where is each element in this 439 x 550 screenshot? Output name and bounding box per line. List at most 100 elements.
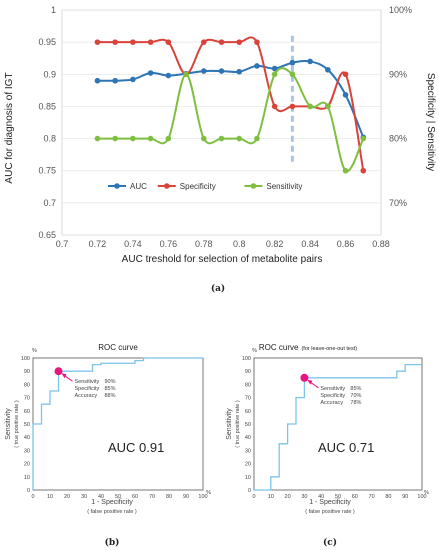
plot-a-x-tick-label: 0.8 — [233, 239, 246, 249]
plot-a-x-ticks: 0.7 0.72 0.74 0.76 0.78 0.8 0.82 0.84 0.86 0.88 — [56, 239, 390, 249]
plot-a-x-tick-label: 0.88 — [372, 239, 390, 249]
data-point-sensitivity — [342, 167, 349, 174]
operating-point-marker — [300, 373, 309, 382]
data-point-specificity — [218, 39, 225, 45]
roc-x-tick-label: 0 — [252, 494, 255, 500]
roc-x-tick-label: 60 — [132, 494, 138, 500]
plot-a-x-tick-label: 0.78 — [195, 239, 213, 249]
roc-x-tick-label: 20 — [285, 494, 291, 500]
data-point-auc — [271, 65, 278, 72]
data-point-auc — [112, 77, 118, 84]
roc-y-tick-label: 90 — [245, 369, 251, 375]
roc-x-tick-label: 100 — [417, 494, 426, 500]
roc-y-tick-label: 100 — [242, 356, 251, 362]
roc-y-tick-label: 100 — [21, 356, 30, 362]
roc-y-tick-label: 0 — [248, 488, 251, 494]
plot-a-y2-tick-label: 100% — [389, 5, 412, 15]
data-point-auc — [325, 66, 331, 73]
plot-b-xlabel-sub: ( false positive rate ) — [87, 509, 137, 515]
plot-b-y-unit: % — [32, 348, 37, 354]
plot-c-xlabel: 1 - Specificity — [309, 499, 351, 506]
plot-a-y2-tick-label: 90% — [389, 69, 407, 79]
annotation-name: Specificity — [75, 386, 100, 392]
plot-c-auc-label: AUC 0.71 — [318, 440, 374, 455]
roc-y-tick-label: 40 — [245, 435, 251, 441]
plot-a-y-tick-label: 1 — [51, 5, 56, 15]
plot-c-xlabel-sub: ( false positive rate ) — [305, 509, 355, 515]
plot-a-x-tick-label: 0.7 — [56, 239, 69, 249]
annotation-name: Specificity — [320, 393, 345, 399]
data-point-sensitivity — [254, 135, 260, 142]
plot-c-ylabel: Sensitivity — [226, 408, 233, 440]
plot-c-y-unit: % — [252, 348, 257, 354]
plot-a-x-tick-label: 0.76 — [160, 239, 178, 249]
plot-a-legend: AUC Specificity Sensitivity — [108, 182, 302, 191]
roc-x-tick-label: 20 — [64, 494, 70, 500]
data-point-auc — [218, 68, 225, 74]
plot-a-y-tick-label: 0.75 — [38, 166, 56, 176]
data-point-specificity — [165, 39, 172, 45]
data-point-sensitivity — [130, 135, 136, 142]
data-point-sensitivity — [325, 103, 331, 110]
plot-a-y2-tick-label: 70% — [389, 198, 407, 208]
plot-b-ylabel-sub: ( true positive rate ) — [14, 400, 20, 448]
roc-y-tick-label: 80 — [245, 382, 251, 388]
roc-x-tick-label: 0 — [31, 494, 34, 500]
legend-marker-sensitivity — [250, 183, 257, 189]
annotation-name: Sensitivity — [75, 379, 100, 385]
data-point-specificity — [289, 103, 296, 110]
plot-a-y-tick-label: 0.85 — [38, 101, 56, 111]
roc-y-tick-label: 20 — [24, 462, 30, 468]
plot-a-y2label: Specificity | Sensitivity — [425, 73, 436, 171]
panel-b-chart: ROC curve % % 00 10 10 20 20 30 30 40 40 50 50 60 60… — [5, 343, 211, 548]
plot-a-y2-ticks: 100% 90% 80% 70% — [389, 5, 412, 208]
plot-c-ticks: 00 10 10 20 20 30 30 40 40 50 50 60 60 70 70 80 80 90 90 10… — [242, 356, 427, 500]
plot-a-x-tick-label: 0.82 — [266, 239, 284, 249]
roc-x-tick-label: 70 — [149, 494, 155, 500]
data-point-auc — [130, 76, 136, 83]
roc-x-tick-label: 50 — [115, 494, 121, 500]
panel-label-a: (a) — [211, 283, 225, 294]
plot-a-x-tick-label: 0.86 — [337, 239, 355, 249]
data-point-auc — [254, 63, 260, 69]
roc-y-tick-label: 10 — [24, 475, 30, 481]
annotation-value: 90% — [105, 379, 116, 385]
roc-curve-line — [32, 357, 203, 490]
roc-y-tick-label: 0 — [27, 488, 30, 494]
plot-b-x-unit: % — [206, 490, 211, 496]
plot-c-title: ROC curve (for leave-one-out test) — [259, 343, 357, 352]
plot-a-x-tick-label: 0.72 — [89, 239, 107, 249]
legend-label-sensitivity: Sensitivity — [266, 182, 302, 191]
data-point-specificity — [342, 71, 349, 78]
annotation-name: Sensitivity — [320, 386, 345, 392]
data-point-specificity — [147, 39, 154, 45]
annotation-value: 85% — [350, 386, 361, 392]
data-point-specificity — [360, 167, 367, 174]
data-point-auc — [236, 68, 243, 75]
plot-c-ylabel-sub: ( true positive rate ) — [235, 400, 241, 448]
data-point-sensitivity — [200, 135, 207, 142]
roc-x-tick-label: 70 — [369, 494, 375, 500]
annotation-name: Accuracy — [75, 393, 98, 399]
data-point-auc — [289, 59, 296, 66]
plot-a-series — [94, 36, 367, 174]
roc-x-tick-label: 10 — [268, 494, 274, 500]
plot-b-ticks: 00 10 10 20 20 30 30 40 40 50 50 60 60 70 70 80 80 90 90 10… — [21, 356, 208, 500]
plot-a-xlabel: AUC treshold for selection of metabolite… — [122, 254, 323, 265]
data-point-auc — [147, 70, 154, 76]
roc-y-tick-label: 80 — [24, 382, 30, 388]
data-point-specificity — [94, 39, 101, 45]
plot-a-y-tick-label: 0.65 — [38, 230, 56, 240]
roc-x-tick-label: 30 — [81, 494, 87, 500]
data-point-sensitivity — [183, 71, 189, 78]
plot-a-y-tick-label: 0.8 — [43, 134, 56, 144]
data-point-sensitivity — [360, 135, 367, 142]
data-point-specificity — [254, 39, 260, 45]
data-point-specificity — [200, 39, 207, 45]
legend-label-specificity: Specificity — [180, 182, 216, 191]
data-point-sensitivity — [112, 135, 118, 142]
data-point-auc — [200, 68, 207, 74]
annotation-value: 70% — [350, 393, 361, 399]
plot-b-title: ROC curve — [98, 343, 138, 352]
